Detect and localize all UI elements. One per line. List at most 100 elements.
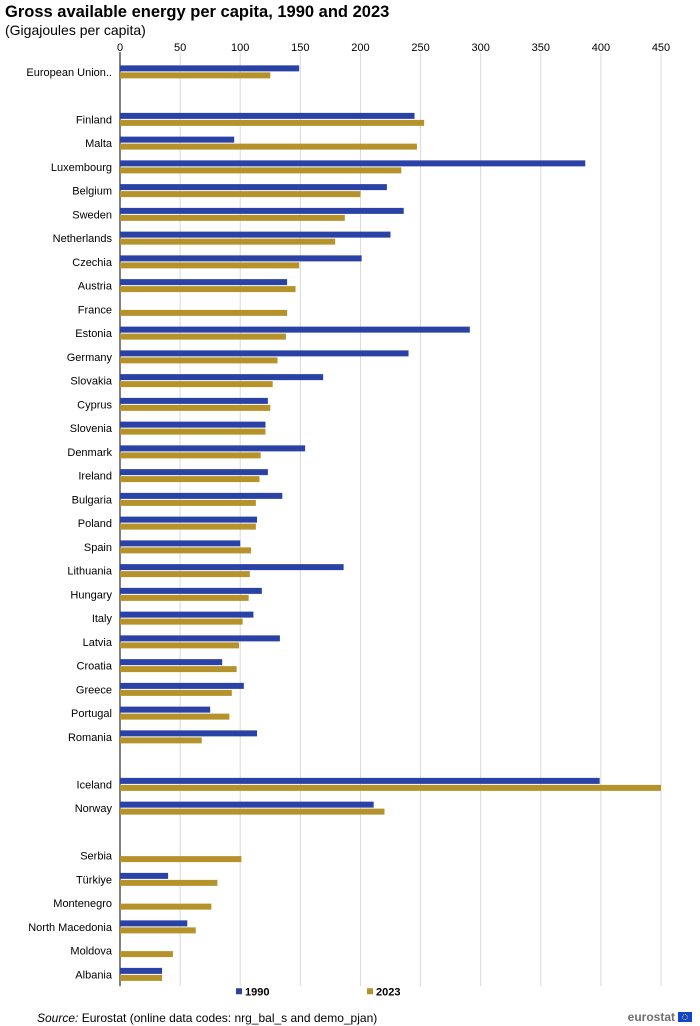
- bar-1990: [120, 279, 288, 286]
- bar-2023: [120, 666, 237, 673]
- bar-1990: [120, 397, 268, 404]
- bar-2023: [120, 927, 196, 934]
- category-label: Albania: [75, 969, 113, 981]
- bar-2023: [120, 167, 402, 174]
- bar-2023: [120, 737, 202, 744]
- bar-2023: [120, 594, 249, 601]
- bar-1990: [120, 564, 344, 571]
- bar-1990: [120, 469, 268, 476]
- bar-1990: [120, 421, 266, 428]
- category-label: Iceland: [77, 779, 112, 791]
- bar-1990: [120, 777, 600, 784]
- category-label: Romania: [68, 732, 113, 744]
- bar-2023: [120, 381, 273, 388]
- bar-1990: [120, 801, 374, 808]
- bar-2023: [120, 214, 345, 221]
- category-label: Malta: [85, 138, 113, 150]
- category-label: France: [78, 304, 112, 316]
- category-label: Montenegro: [53, 898, 112, 910]
- bar-2023: [120, 72, 271, 79]
- bar-1990: [120, 872, 169, 879]
- bar-2023: [120, 262, 300, 269]
- category-label: Serbia: [80, 851, 113, 863]
- bar-1990: [120, 445, 306, 452]
- bar-1990: [120, 540, 241, 547]
- category-label: Denmark: [67, 447, 112, 459]
- bar-1990: [120, 682, 244, 689]
- source-text: Eurostat (online data codes: nrg_bal_s a…: [81, 1011, 378, 1025]
- bar-2023: [120, 951, 173, 958]
- category-label: Norway: [75, 803, 113, 815]
- x-tick-label: 450: [652, 42, 670, 54]
- bar-2023: [120, 547, 252, 554]
- bar-1990: [120, 374, 324, 381]
- source-label: Source:: [37, 1011, 79, 1025]
- bar-1990: [120, 65, 300, 72]
- category-label: Moldova: [70, 946, 112, 958]
- eu-flag-icon: [678, 1012, 692, 1022]
- bar-2023: [120, 357, 278, 364]
- category-label: Czechia: [72, 257, 113, 269]
- legend-label: 1990: [245, 986, 269, 998]
- bar-2023: [120, 642, 240, 649]
- bar-1990: [120, 706, 211, 713]
- category-label: Poland: [78, 518, 112, 530]
- category-label: Hungary: [70, 589, 112, 601]
- category-label: Latvia: [83, 637, 113, 649]
- bar-1990: [120, 516, 258, 523]
- bar-2023: [120, 238, 336, 245]
- category-label: Türkiye: [76, 874, 112, 886]
- category-label: European Union..: [26, 67, 112, 79]
- bar-1990: [120, 920, 188, 927]
- bar-1990: [120, 659, 223, 666]
- x-tick-label: 200: [351, 42, 369, 54]
- category-label: Portugal: [71, 708, 112, 720]
- bar-1990: [120, 492, 283, 499]
- bar-2023: [120, 191, 361, 198]
- bar-2023: [120, 689, 232, 696]
- bar-1990: [120, 184, 387, 191]
- category-label: Croatia: [77, 661, 113, 673]
- category-label: Germany: [67, 352, 113, 364]
- bar-2023: [120, 476, 260, 483]
- bar-2023: [120, 856, 242, 863]
- bar-1990: [120, 255, 362, 262]
- bar-2023: [120, 452, 261, 459]
- x-tick-label: 0: [117, 42, 123, 54]
- bar-1990: [120, 160, 586, 167]
- legend-swatch: [236, 988, 242, 995]
- category-label: Cyprus: [77, 399, 112, 411]
- bar-2023: [120, 523, 256, 530]
- category-label: Greece: [76, 684, 112, 696]
- category-label: Slovenia: [70, 423, 113, 435]
- bar-2023: [120, 119, 425, 126]
- x-tick-label: 400: [592, 42, 610, 54]
- bar-1990: [120, 207, 404, 214]
- category-label: Finland: [76, 114, 112, 126]
- category-label: Austria: [78, 281, 113, 293]
- bar-1990: [120, 136, 235, 143]
- bar-2023: [120, 713, 230, 720]
- bar-1990: [120, 231, 391, 238]
- x-tick-label: 150: [291, 42, 309, 54]
- bar-2023: [120, 309, 288, 316]
- bar-1990: [120, 326, 470, 333]
- bar-2023: [120, 404, 271, 411]
- legend-label: 2023: [376, 986, 400, 998]
- category-label: Netherlands: [53, 233, 113, 245]
- source-note: Source: Eurostat (online data codes: nrg…: [37, 1011, 377, 1025]
- bar-2023: [120, 571, 250, 578]
- category-label: Spain: [84, 542, 112, 554]
- category-label: Estonia: [75, 328, 113, 340]
- category-label: Ireland: [78, 471, 112, 483]
- legend-swatch: [367, 988, 373, 995]
- category-label: Bulgaria: [72, 494, 113, 506]
- category-label: Slovakia: [70, 376, 112, 388]
- bar-2023: [120, 903, 212, 910]
- category-label: Belgium: [72, 186, 112, 198]
- bar-1990: [120, 611, 254, 618]
- bar-2023: [120, 618, 243, 625]
- bar-2023: [120, 808, 385, 815]
- bar-2023: [120, 333, 286, 340]
